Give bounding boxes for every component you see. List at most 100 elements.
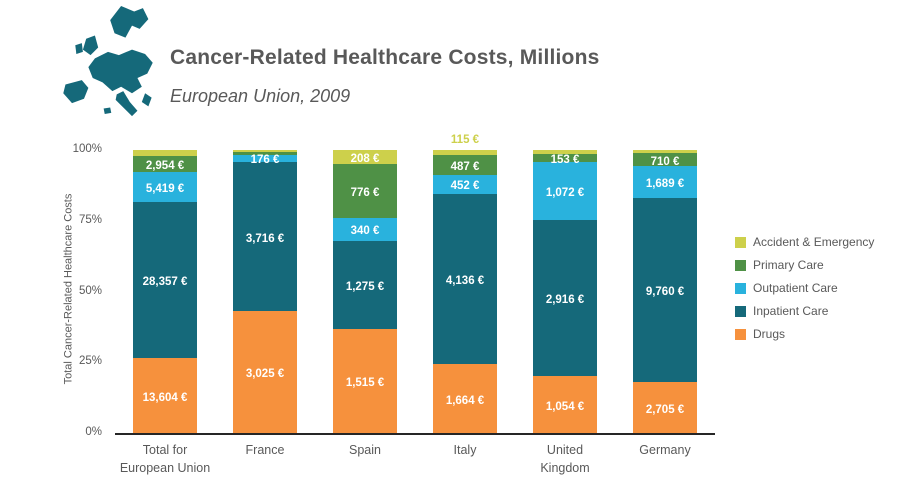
chart-title: Cancer-Related Healthcare Costs, Million… — [170, 46, 600, 69]
segment-inpatient-care — [233, 161, 297, 312]
legend-swatch-drugs — [735, 328, 746, 340]
y-tick-label: 0% — [85, 426, 102, 438]
bar-column-italy: 1,664 € 4,136 € 452 € 487 € 115 € Italy — [415, 134, 515, 457]
category-label-total-for-european-union: Total for European Union — [119, 443, 211, 475]
segment-value-label: 3,716 € — [245, 232, 285, 245]
segment-value-label: 3,025 € — [245, 368, 285, 381]
segment-inpatient-care — [633, 198, 697, 383]
legend-label: Drugs — [753, 327, 786, 341]
legend-swatch-inpatient-care — [735, 305, 746, 317]
segment-value-label: 28,357 € — [142, 275, 188, 288]
segment-value-label: 710 € — [650, 155, 680, 168]
segment-value-label: 776 € — [350, 187, 380, 199]
legend-item-accident-emergency: Accident & Emergency — [735, 235, 874, 249]
legend-swatch-accident-emergency — [735, 236, 746, 248]
category-label-united-kingdom: United Kingdom — [540, 443, 590, 475]
segment-value-label: 153 € — [550, 154, 580, 167]
segment-primary-care — [433, 154, 497, 175]
segment-outpatient-care — [233, 154, 297, 162]
segment-primary-care — [333, 164, 397, 218]
segment-value-label: 340 € — [350, 225, 380, 238]
segment-value-label: 2,705 € — [645, 403, 685, 416]
bar-column-germany: 2,705 € 9,760 € 1,689 € 710 € Germany — [615, 150, 715, 457]
segment-primary-care — [233, 151, 297, 155]
segment-inpatient-care — [433, 193, 497, 365]
segment-value-label: 452 € — [450, 180, 480, 193]
segment-outpatient-care — [333, 217, 397, 242]
bar-italy: 1,664 € 4,136 € 452 € 487 € 115 € — [433, 134, 497, 433]
category-label-spain: Spain — [349, 443, 381, 457]
y-axis: 0% 25% 50% 75% 100% — [62, 143, 108, 438]
bar-united-kingdom: 1,054 € 2,916 € 1,072 € 153 € — [533, 150, 597, 433]
segment-outpatient-care — [533, 162, 597, 220]
europe-map-icon — [63, 6, 153, 117]
segment-drugs — [633, 382, 697, 433]
legend-label: Outpatient Care — [753, 281, 838, 295]
bar-column-spain: 1,515 € 1,275 € 340 € 776 € 208 € Spain — [315, 150, 415, 457]
segment-value-label: 208 € — [350, 153, 380, 166]
legend: Accident & Emergency Primary Care Outpatie… — [735, 235, 874, 350]
segment-drugs — [533, 376, 597, 433]
segment-accident-emergency — [233, 150, 297, 152]
y-tick-label: 25% — [78, 355, 102, 368]
legend-swatch-outpatient-care — [735, 282, 746, 294]
segment-inpatient-care — [333, 241, 397, 329]
segment-value-label: 1,054 € — [545, 400, 585, 413]
segment-outpatient-care — [633, 166, 697, 199]
legend-label: Accident & Emergency — [753, 235, 875, 249]
segment-drugs — [433, 364, 497, 433]
segment-outpatient-care — [133, 171, 197, 202]
segment-value-label: 2,954 € — [145, 159, 185, 172]
bar-column-france: 3,025 € 3,716 € 176 € France — [215, 150, 315, 457]
segment-value-label: 1,072 € — [545, 187, 585, 200]
segment-value-label: 9,760 € — [645, 286, 685, 299]
y-tick-label: 50% — [78, 284, 102, 297]
bar-germany: 2,705 € 9,760 € 1,689 € 710 € — [633, 150, 697, 433]
segment-primary-care — [533, 154, 597, 163]
segment-inpatient-care — [533, 219, 597, 377]
segment-drugs — [133, 358, 197, 433]
legend-item-inpatient-care: Inpatient Care — [735, 304, 874, 318]
legend-item-drugs: Drugs — [735, 327, 874, 341]
category-label-france: France — [245, 443, 285, 457]
segment-inpatient-care — [133, 201, 197, 359]
legend-item-primary-care: Primary Care — [735, 258, 874, 272]
segment-value-label: 1,515 € — [345, 376, 385, 389]
category-label-italy: Italy — [453, 443, 477, 457]
y-tick-label: 75% — [78, 213, 102, 226]
segment-value-label: 2,916 € — [545, 294, 585, 307]
segment-primary-care — [133, 155, 197, 172]
y-tick-label: 100% — [72, 143, 102, 155]
chart-subtitle: European Union, 2009 — [170, 86, 351, 106]
segment-value-label: 4,136 € — [445, 274, 485, 287]
legend-item-outpatient-care: Outpatient Care — [735, 281, 874, 295]
bar-column-total-for-european-union: 13,604 € 28,357 € 5,419 € 2,954 € Total for E… — [115, 150, 215, 475]
category-label-germany: Germany — [639, 443, 691, 457]
segment-value-label: 5,419 € — [145, 182, 185, 195]
segment-value-label: 487 € — [450, 160, 480, 173]
segment-accident-emergency — [633, 150, 697, 154]
legend-label: Primary Care — [753, 258, 824, 272]
plot: 13,604 € 28,357 € 5,419 € 2,954 € Total for E… — [115, 134, 715, 475]
bar-total-for-european-union: 13,604 € 28,357 € 5,419 € 2,954 € — [133, 150, 197, 433]
bar-spain: 1,515 € 1,275 € 340 € 776 € 208 € — [333, 150, 397, 433]
segment-primary-care — [633, 153, 697, 167]
segment-value-label: 13,604 € — [142, 391, 188, 404]
segment-value-label: 1,275 € — [345, 280, 385, 293]
bar-column-united-kingdom: 1,054 € 2,916 € 1,072 € 153 € United Kingdom — [515, 150, 615, 475]
legend-swatch-primary-care — [735, 259, 746, 271]
segment-accident-emergency — [433, 150, 497, 155]
segment-accident-emergency — [533, 150, 597, 155]
legend-label: Inpatient Care — [753, 304, 829, 318]
segment-value-label: 115 € — [450, 134, 480, 146]
segment-accident-emergency — [333, 150, 397, 165]
bar-france: 3,025 € 3,716 € 176 € — [233, 150, 297, 433]
segment-value-label: 176 € — [250, 154, 280, 167]
segment-accident-emergency — [133, 150, 197, 156]
segment-drugs — [233, 311, 297, 433]
chart: Total Cancer-Related Healthcare Costs 0%… — [40, 134, 900, 480]
segment-value-label: 1,689 € — [645, 178, 685, 191]
segment-drugs — [333, 328, 397, 433]
segment-value-label: 1,664 € — [445, 394, 485, 407]
